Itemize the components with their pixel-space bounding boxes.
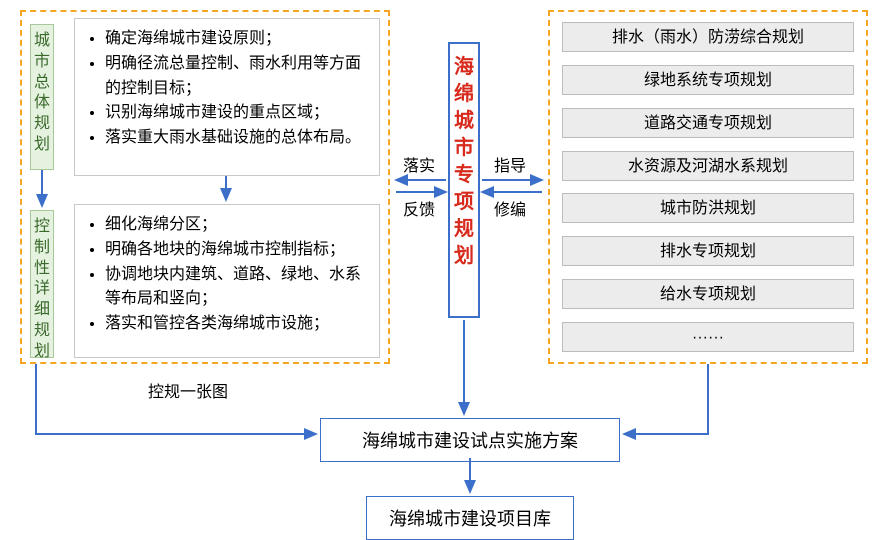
label-city-master-plan: 城市总体规划 (30, 24, 54, 170)
center-title-sponge-city-plan: 海绵城市专项规划 (448, 42, 480, 318)
bullet-regulatory-2: 协调地块内建筑、道路、绿地、水系等布局和竖向； (105, 263, 369, 313)
bullet-regulatory-3: 落实和管控各类海绵城市设施； (105, 312, 369, 337)
right-item-1: 绿地系统专项规划 (562, 65, 854, 95)
box-project-library: 海绵城市建设项目库 (366, 496, 574, 540)
right-dashed-group (548, 10, 868, 364)
right-item-5: 排水专项规划 (562, 236, 854, 266)
label-regulatory-plan: 控制性详细规划 (30, 210, 54, 358)
edge-label-xiubian: 修编 (494, 196, 526, 220)
bullet-master-1: 明确径流总量控制、雨水利用等方面的控制目标； (105, 52, 369, 102)
right-item-2: 道路交通专项规划 (562, 108, 854, 138)
bullet-regulatory-0: 细化海绵分区； (105, 213, 369, 238)
center-title-text: 海绵城市专项规划 (452, 54, 476, 270)
bullet-master-0: 确定海绵城市建设原则； (105, 27, 369, 52)
edge-label-luoshi: 落实 (403, 152, 435, 176)
bullets-master-plan: 确定海绵城市建设原则；明确径流总量控制、雨水利用等方面的控制目标；识别海绵城市建… (74, 18, 380, 176)
label-city-master-plan-text: 城市总体规划 (33, 31, 51, 156)
bullets-regulatory-plan: 细化海绵分区；明确各地块的海绵城市控制指标；协调地块内建筑、道路、绿地、水系等布… (74, 204, 380, 358)
right-item-0: 排水（雨水）防涝综合规划 (562, 22, 854, 52)
right-item-7: ······ (562, 322, 854, 352)
edge-label-zhidao: 指导 (494, 152, 526, 176)
box-project-library-text: 海绵城市建设项目库 (389, 509, 551, 529)
right-item-4: 城市防洪规划 (562, 193, 854, 223)
edge-label-fankui: 反馈 (403, 196, 435, 220)
bullet-master-3: 落实重大雨水基础设施的总体布局。 (105, 126, 369, 151)
bullet-master-2: 识别海绵城市建设的重点区域； (105, 101, 369, 126)
caption-kongui: 控规一张图 (148, 378, 228, 402)
box-implementation-plan-text: 海绵城市建设试点实施方案 (362, 431, 578, 451)
label-regulatory-plan-text: 控制性详细规划 (33, 217, 51, 363)
right-item-6: 给水专项规划 (562, 279, 854, 309)
bullet-regulatory-1: 明确各地块的海绵城市控制指标； (105, 238, 369, 263)
box-implementation-plan: 海绵城市建设试点实施方案 (320, 418, 620, 462)
right-item-3: 水资源及河湖水系规划 (562, 151, 854, 181)
